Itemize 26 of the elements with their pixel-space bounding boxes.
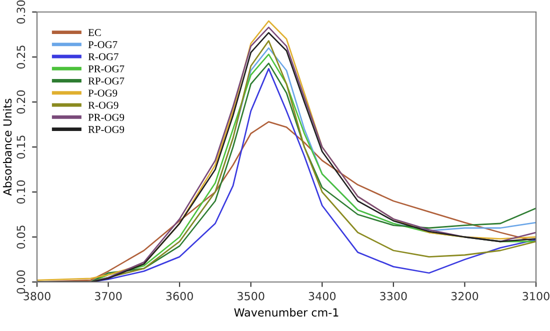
legend-label: PR-OG9 [88, 114, 124, 121]
legend-label: RP-OG9 [88, 126, 124, 133]
x-tick-label: 3400 [308, 292, 336, 300]
legend-label: EC [88, 29, 101, 36]
y-tick-label: 0.20 [16, 90, 26, 114]
y-tick-label: 0.15 [16, 136, 26, 159]
x-tick-label: 3500 [238, 292, 264, 300]
legend-label: P-OG7 [88, 41, 118, 48]
y-tick-label: 0.00 [16, 270, 26, 294]
x-tick-label: 3800 [24, 292, 50, 300]
y-axis-title: Absorbance Units [2, 98, 12, 196]
x-tick-label: 3700 [94, 292, 122, 300]
y-tick-label: 0.30 [16, 0, 26, 24]
x-tick-label: 3600 [166, 292, 193, 300]
x-tick-label: 3100 [522, 292, 550, 300]
y-tick-label: 0.10 [16, 180, 26, 204]
legend-label: PR-OG7 [88, 65, 124, 72]
legend-label: R-OG9 [88, 102, 118, 109]
x-tick-label: 3300 [380, 292, 407, 300]
x-axis-title: Wavenumber cm-1 [234, 308, 338, 317]
y-tick-label: 0.25 [16, 46, 26, 69]
x-tick-label: 3200 [451, 292, 478, 300]
legend-label: RP-OG7 [88, 78, 124, 85]
y-tick-label: 0.05 [16, 226, 26, 249]
legend-label: R-OG7 [88, 53, 118, 60]
legend-label: P-OG9 [88, 90, 118, 97]
